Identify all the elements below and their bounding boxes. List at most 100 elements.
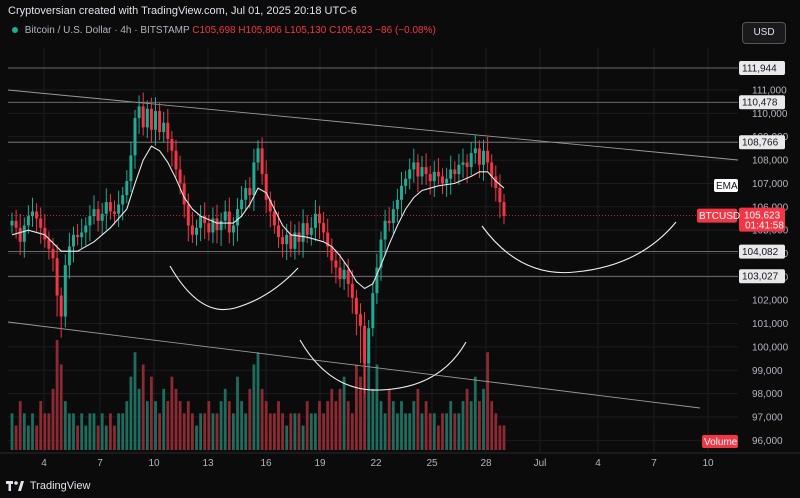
price-tick-label: 100,000: [752, 342, 789, 353]
time-tick-label: 28: [480, 458, 492, 469]
volume-bar: [240, 401, 243, 450]
candle: [72, 226, 75, 263]
candle: [416, 154, 420, 193]
volume-bar: [244, 413, 248, 450]
candle: [449, 155, 453, 195]
price-tick-label: 101,000: [752, 319, 789, 330]
candle: [203, 202, 207, 240]
candle: [371, 282, 375, 337]
volume-bar: [215, 413, 219, 450]
candle: [330, 238, 334, 274]
candle-body: [305, 223, 309, 235]
candle-body: [76, 234, 80, 238]
volume-bar: [162, 388, 166, 450]
candle: [297, 221, 301, 256]
candle: [174, 139, 178, 178]
candle-body: [449, 169, 453, 179]
currency-button[interactable]: USD: [742, 22, 786, 44]
candle-body: [59, 295, 63, 317]
candle: [256, 140, 260, 171]
candle-body: [26, 216, 30, 226]
level-tag: [739, 60, 785, 75]
volume-bar: [154, 401, 157, 450]
price-tick-label: 107,000: [752, 179, 789, 190]
candle-body: [363, 325, 367, 364]
candle-body: [199, 216, 203, 228]
candle-body: [215, 218, 219, 231]
candle-body: [412, 162, 416, 170]
candle: [391, 200, 395, 234]
hand-drawn-curves: [169, 221, 677, 391]
candle: [318, 205, 321, 240]
candle: [424, 153, 428, 185]
candle-body: [129, 155, 133, 182]
volume-bar: [248, 388, 252, 450]
price-tick-label: 98,000: [752, 389, 783, 400]
time-tick-label: 7: [97, 458, 103, 469]
candle: [22, 217, 26, 258]
candle: [367, 320, 371, 364]
candle-body: [96, 209, 100, 221]
volume-bar: [35, 425, 38, 450]
credit-text: Cryptoversian created with TradingView.c…: [8, 5, 357, 17]
volume-bar: [383, 413, 387, 450]
candle: [441, 168, 444, 195]
time-tick-label: 25: [426, 458, 438, 469]
candle: [166, 108, 170, 153]
volume-bar: [96, 425, 100, 450]
candle: [469, 142, 473, 176]
candle-body: [104, 202, 108, 214]
footer-brand[interactable]: TradingView: [6, 480, 90, 492]
volume-bar: [121, 413, 125, 450]
level-tag: [739, 269, 785, 284]
volume-bar: [137, 388, 141, 450]
candle-body: [31, 211, 34, 217]
candle-body: [190, 225, 194, 235]
candle-body: [227, 211, 231, 233]
candle-body: [350, 283, 354, 298]
candle: [326, 218, 330, 258]
candle-body: [490, 162, 494, 177]
volume-bar: [43, 413, 47, 450]
candle-body: [297, 232, 301, 242]
volume-bar: [10, 413, 14, 450]
candle: [240, 186, 244, 218]
candle-body: [334, 260, 338, 268]
candle-body: [125, 181, 129, 196]
candle: [195, 219, 198, 246]
time-tick-label: Jul: [534, 458, 547, 469]
candle-body: [326, 232, 330, 247]
candle: [272, 200, 276, 234]
candle-body: [289, 234, 293, 249]
footer-brand-text: TradingView: [29, 480, 91, 492]
candle-body: [84, 225, 88, 233]
volume-bar: [391, 401, 395, 450]
volume-bar: [80, 413, 84, 450]
candle: [400, 172, 403, 216]
time-tick-label: 10: [702, 458, 714, 469]
ema-line: [11, 145, 505, 290]
symbol-description[interactable]: Bitcoin / U.S. Dollar · 4h · BITSTAMP: [24, 25, 190, 36]
candle-body: [318, 213, 321, 224]
level-tag-label: 103,027: [742, 272, 779, 283]
candle-body: [482, 150, 485, 165]
candle-body: [51, 248, 55, 259]
volume-bar: [449, 401, 453, 450]
candle-body: [39, 218, 43, 228]
candle-body: [260, 148, 264, 175]
candle-body: [240, 199, 244, 210]
candle-body: [477, 148, 481, 165]
candle-body: [182, 183, 186, 205]
candle-body: [416, 162, 420, 177]
volume-bar: [158, 413, 161, 450]
candle: [199, 205, 203, 242]
candle: [494, 165, 498, 202]
candle-body: [301, 223, 305, 242]
candle: [244, 179, 248, 211]
price-tick-label: 99,000: [752, 366, 783, 377]
candle: [289, 221, 293, 258]
volume-bar: [445, 413, 448, 450]
volume-bar: [27, 425, 30, 450]
volume-bar: [375, 364, 379, 450]
